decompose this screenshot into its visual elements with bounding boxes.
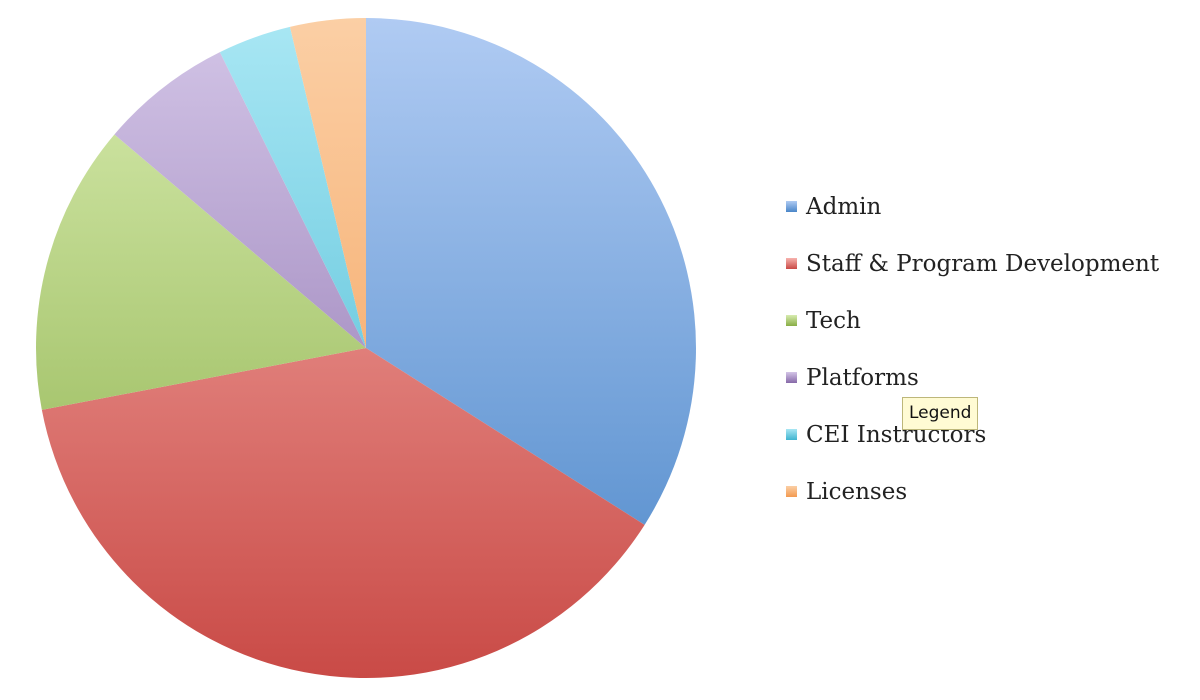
legend-swatch — [786, 315, 797, 326]
legend-label: Staff & Program Development — [806, 251, 1160, 277]
pie-slice-cei-instructors[interactable] — [219, 26, 366, 348]
legend-item-platforms[interactable]: Platforms — [786, 363, 1159, 420]
pie-slice-tech[interactable] — [35, 134, 366, 410]
pie-slice-platforms[interactable] — [114, 52, 366, 348]
legend-label: Tech — [806, 308, 861, 334]
legend-tooltip: Legend — [902, 397, 979, 430]
legend-label: Licenses — [806, 479, 908, 505]
legend-swatch — [786, 429, 797, 440]
legend-label: Platforms — [806, 365, 919, 391]
legend-item-staff-program-development[interactable]: Staff & Program Development — [786, 249, 1159, 306]
pie-slice-staff-program-development[interactable] — [41, 348, 645, 678]
legend-swatch — [786, 201, 797, 212]
pie-slice-licenses[interactable] — [289, 18, 366, 348]
chart-legend[interactable]: Admin Staff & Program Development Tech Plat… — [786, 192, 1159, 534]
pie-slice-admin[interactable] — [366, 18, 696, 525]
legend-item-tech[interactable]: Tech — [786, 306, 1159, 363]
legend-label: Admin — [806, 194, 882, 220]
pie-slices — [35, 18, 696, 678]
legend-swatch — [786, 372, 797, 383]
legend-item-admin[interactable]: Admin — [786, 192, 1159, 249]
legend-swatch — [786, 486, 797, 497]
legend-swatch — [786, 258, 797, 269]
legend-item-licenses[interactable]: Licenses — [786, 477, 1159, 534]
